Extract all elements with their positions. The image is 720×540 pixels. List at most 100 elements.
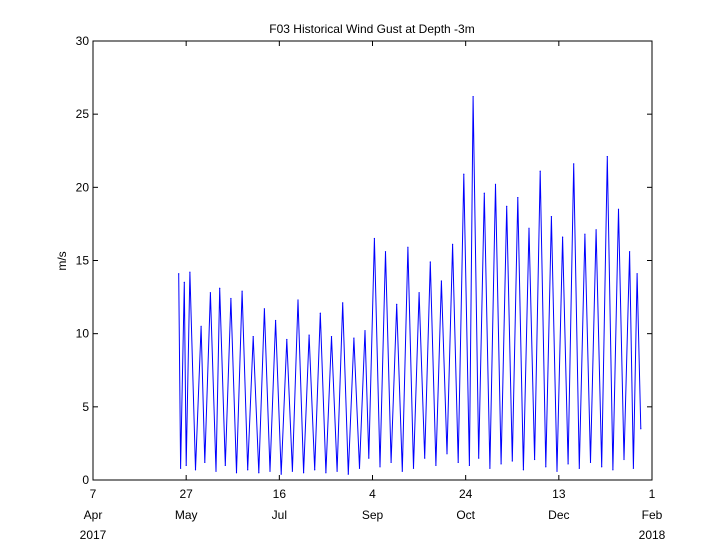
data-point [241,290,243,292]
data-point [319,312,321,314]
data-point [472,96,474,98]
data-point [407,246,409,248]
x-tick-day-label: 4 [369,487,376,501]
data-point [358,467,361,469]
data-point [640,428,642,430]
data-point [215,470,217,472]
data-point [573,163,575,165]
data-point [617,208,620,210]
data-point [545,466,547,468]
x-tick-month-label: Feb [642,508,663,522]
y-tick-label: 30 [76,34,90,48]
x-tick-day-label: 16 [273,487,287,501]
data-point [632,467,635,469]
data-point [636,273,638,275]
data-point [280,473,282,475]
data-point [517,197,519,199]
data-point [204,461,206,463]
data-point [567,463,569,465]
y-tick-label: 10 [76,327,90,341]
x-tick-month-label: Sep [362,508,384,522]
data-point [412,467,415,469]
data-point [468,464,470,466]
data-point [235,472,238,474]
series-line [178,96,642,475]
data-point [308,334,310,336]
data-point [528,227,530,229]
x-tick-month-label: Dec [548,508,569,522]
x-tick-month-label: May [175,508,198,522]
data-point [595,229,597,231]
data-point [269,470,271,472]
series-layer [178,96,642,475]
x-tick-year-label: 2017 [80,528,107,540]
data-point [185,464,187,466]
x-tick-month-label: Apr [84,508,103,522]
data-point [556,470,558,472]
data-point [286,338,288,341]
data-point [189,271,191,273]
data-point [263,308,265,310]
plot-frame [92,40,653,481]
data-point [314,469,316,471]
data-point [562,236,564,238]
data-point [539,170,541,172]
data-point [396,303,398,305]
x-tick-month-label: Jul [272,508,287,522]
data-point [336,470,338,472]
y-tick-label: 0 [82,473,89,487]
x-tick-day-label: 13 [552,487,566,501]
data-point [584,233,586,235]
data-point [252,336,254,338]
data-point [589,461,592,463]
data-point [612,469,614,471]
data-point [446,453,448,455]
data-point [623,458,625,461]
data-point [230,297,232,300]
data-point [429,261,431,263]
data-point [200,325,202,327]
data-point [483,192,485,194]
x-tick-month-label: Oct [456,508,475,522]
data-point [219,287,221,289]
data-point [401,470,403,472]
y-tick-label: 20 [76,180,90,194]
data-point [379,466,381,468]
data-point [500,463,502,465]
data-point [506,205,508,207]
data-point [629,251,631,253]
data-point [384,251,387,253]
data-point [390,461,392,463]
data-point [601,466,603,468]
data-point [347,473,349,475]
data-point [325,472,327,474]
data-point [606,156,608,158]
data-point [342,302,344,304]
data-point [275,319,277,322]
data-point [578,467,580,469]
data-point [291,470,293,472]
y-tick-label: 25 [76,107,90,121]
data-point [418,292,420,294]
data-point [180,467,182,469]
data-point [457,461,459,463]
data-point [224,464,226,466]
x-tick-day-label: 1 [649,487,656,501]
data-point [364,330,366,332]
data-point [494,183,497,185]
data-point [534,458,536,461]
data-point [424,457,426,459]
data-point [178,273,180,275]
data-point [373,237,375,240]
data-point [258,472,260,474]
data-point [247,469,249,471]
data-point [209,292,211,294]
x-tick-year-label: 2018 [639,528,666,540]
data-point [463,173,465,175]
x-tick-day-label: 7 [90,487,97,501]
y-tick-label: 5 [82,400,89,414]
data-point [489,467,491,469]
data-point [303,472,305,474]
data-point [368,457,370,459]
